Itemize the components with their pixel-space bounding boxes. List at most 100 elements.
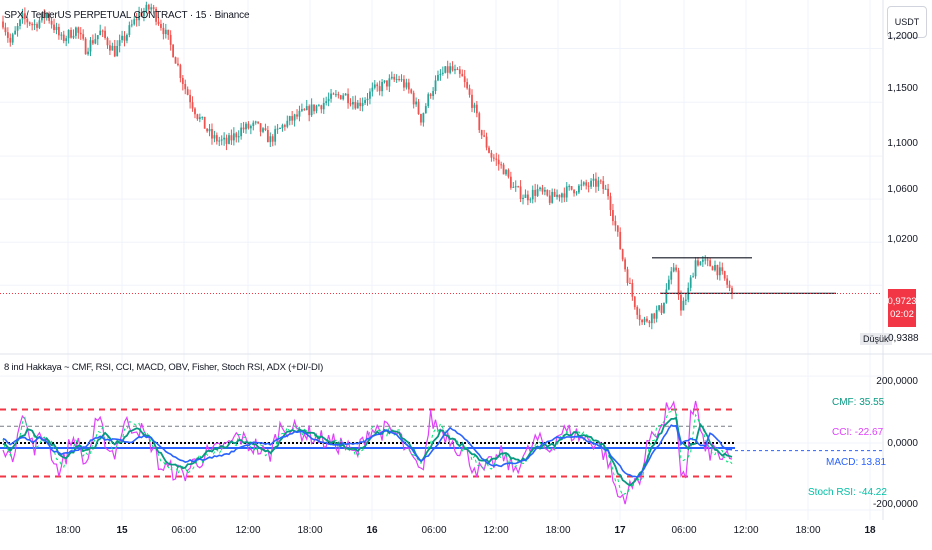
candle-body [546,189,549,196]
candle-body [449,66,452,73]
candle-body [53,24,55,31]
candle-body [466,82,469,89]
candle-body [675,267,678,271]
price-pane[interactable] [0,1,882,330]
candle-body [497,159,500,165]
candle-body [684,299,687,301]
candle-body [366,98,369,101]
candle-body [2,21,4,28]
candle-body [468,88,471,95]
candle-body [247,123,250,129]
candle-body [386,80,388,87]
candle-body [257,121,260,124]
candle-body [573,189,575,194]
candle-body [23,13,26,19]
candle-body [648,321,651,324]
indicator-axis-label-1: 200,0000 [876,376,918,387]
candle-body [548,195,551,203]
candle-body [590,180,592,187]
candle-body [509,176,512,188]
time-label: 06:00 [671,525,697,536]
candle-body [415,101,417,105]
candle-body [624,259,626,270]
candle-body [650,313,653,324]
candle-body [716,264,719,276]
candle-body [721,267,724,272]
candle-body [60,34,63,36]
candle-body [667,279,670,290]
candle-body [582,182,585,185]
candle-body [281,125,284,129]
candle-body [82,34,85,39]
time-label: 12:00 [483,525,509,536]
candle-body [303,109,306,111]
candle-body [143,11,145,17]
candle-body [580,184,583,186]
candle-body [220,139,223,141]
candle-body [599,180,602,182]
candle-body [198,117,201,120]
candle-body [230,135,233,141]
candle-body [410,89,413,93]
candle-body [116,45,119,57]
candle-body [330,93,332,99]
candle-body [565,186,568,198]
candle-body [517,186,520,188]
candle-body [463,76,466,83]
candle-body [638,314,641,320]
candle-body [179,65,182,78]
candle-body [633,296,636,308]
candle-body [614,221,617,226]
candle-body [339,95,342,100]
candle-body [349,103,352,105]
candle-body [454,69,456,71]
candle-body [660,305,663,313]
candle-body [602,181,605,190]
candle-body [578,185,580,193]
candle-body [592,178,595,181]
candle-body [672,267,675,272]
candle-body [393,76,396,80]
candle-body [621,249,624,260]
candle-body [616,225,619,232]
candle-body [75,27,77,36]
candle-body [62,34,65,41]
candle-body [507,169,510,177]
candle-body [456,69,459,71]
indicator-title[interactable]: 8 ind Hakkaya ~ CMF, RSI, CCI, MACD, OBV… [4,362,324,373]
candle-body [626,269,629,283]
candle-body [123,35,126,41]
candle-body [252,122,255,126]
candle-body [609,196,612,211]
candle-body [551,191,554,203]
candle-body [458,69,461,74]
candle-body [512,186,515,188]
candle-body [403,79,405,88]
indicator-pane[interactable] [0,400,882,505]
candle-body [631,283,634,297]
candle-body [424,106,427,114]
candle-body [213,135,216,139]
candle-body [371,87,374,92]
candle-body [84,38,87,55]
candle-body [11,34,14,43]
candle-body [40,13,43,21]
candle-body [356,102,359,109]
candle-body [653,313,656,319]
stoch-rsi-line [2,408,733,497]
candle-body [286,120,289,127]
time-label: 12:00 [235,525,261,536]
candle-body [201,116,204,118]
currency-button[interactable]: USDT [887,6,927,38]
price-label-3: 1,1000 [887,138,918,149]
candle-body [352,101,354,105]
candle-body [16,26,19,31]
candle-body [492,157,495,159]
candle-body [522,197,524,200]
candle-body [225,137,228,144]
candle-body [300,109,303,111]
candle-body [704,259,707,261]
time-label: 18:00 [55,525,81,536]
candle-body [264,128,267,130]
